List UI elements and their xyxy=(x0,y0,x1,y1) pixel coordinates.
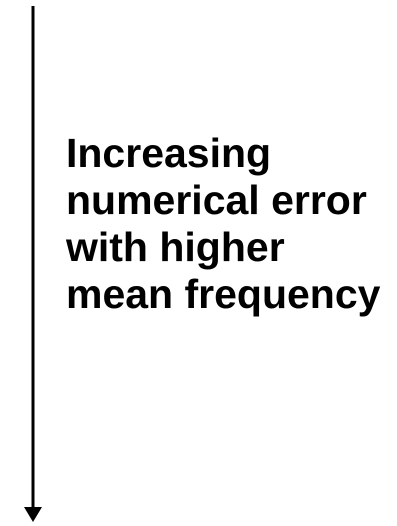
annotation-line-2: numerical error xyxy=(66,177,367,223)
annotation-line-4: mean frequency xyxy=(66,271,381,317)
annotation-line-3: with higher xyxy=(66,224,285,270)
arrow-head-icon xyxy=(24,507,42,522)
annotation-line-1: Increasing xyxy=(66,130,272,176)
annotation-text: Increasing numerical error with higher m… xyxy=(66,130,396,318)
